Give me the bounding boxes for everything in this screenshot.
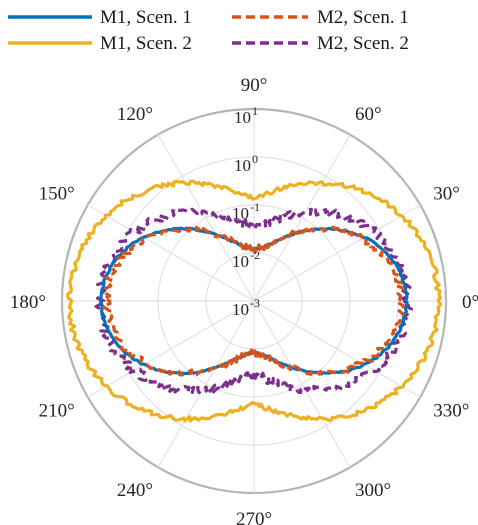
grid-spoke-210: [87, 300, 255, 398]
legend: M1, Scen. 1 M2, Scen. 1 M1, Scen. 2 M2, …: [8, 7, 409, 54]
angle-tick-labels: 0° 30° 60° 90° 120° 150° 180° 210° 240° 270° 300° 3…: [10, 75, 478, 525]
series-m1-scen-1: [98, 226, 409, 376]
angle-label-60: 60°: [355, 104, 382, 125]
legend-item-m1-scen-2: M1, Scen. 2: [8, 33, 192, 54]
series-m1-scen-2: [65, 179, 443, 423]
series-lines: [65, 179, 443, 423]
r-tick-label--1: 10-1: [232, 200, 260, 223]
grid-spoke-30: [253, 204, 421, 302]
legend-item-m1-scen-1: M1, Scen. 1: [8, 7, 192, 28]
grid-spoke-60: [253, 134, 351, 302]
angle-label-330: 330°: [433, 401, 469, 422]
legend-label-m2-scen-1: M2, Scen. 1: [317, 7, 409, 28]
grid-spoke-300: [253, 300, 351, 468]
grid-spoke-240: [157, 300, 255, 468]
angle-label-300: 300°: [355, 480, 391, 501]
angle-label-0: 0°: [462, 292, 478, 313]
legend-label-m1-scen-2: M1, Scen. 2: [100, 33, 192, 54]
legend-label-m2-scen-2: M2, Scen. 2: [317, 33, 409, 54]
angle-label-180: 180°: [10, 292, 46, 313]
r-tick-label--2: 10-2: [232, 248, 260, 271]
grid-spoke-150: [87, 204, 255, 302]
angle-label-210: 210°: [39, 401, 75, 422]
angle-label-120: 120°: [117, 104, 153, 125]
legend-item-m2-scen-2: M2, Scen. 2: [232, 33, 409, 54]
grid-spoke-120: [157, 134, 255, 302]
angle-label-240: 240°: [117, 480, 153, 501]
legend-item-m2-scen-1: M2, Scen. 1: [232, 7, 409, 28]
series-m2-scen-1: [101, 225, 406, 377]
series-m2-scen-2: [94, 207, 414, 395]
angle-label-30: 30°: [433, 184, 460, 205]
grid-spoke-330: [253, 300, 421, 398]
r-tick-label--3: 10-3: [232, 296, 260, 319]
angle-label-270: 270°: [236, 509, 272, 525]
legend-label-m1-scen-1: M1, Scen. 1: [100, 7, 192, 28]
angle-label-150: 150°: [39, 184, 75, 205]
angle-label-90: 90°: [241, 75, 268, 96]
